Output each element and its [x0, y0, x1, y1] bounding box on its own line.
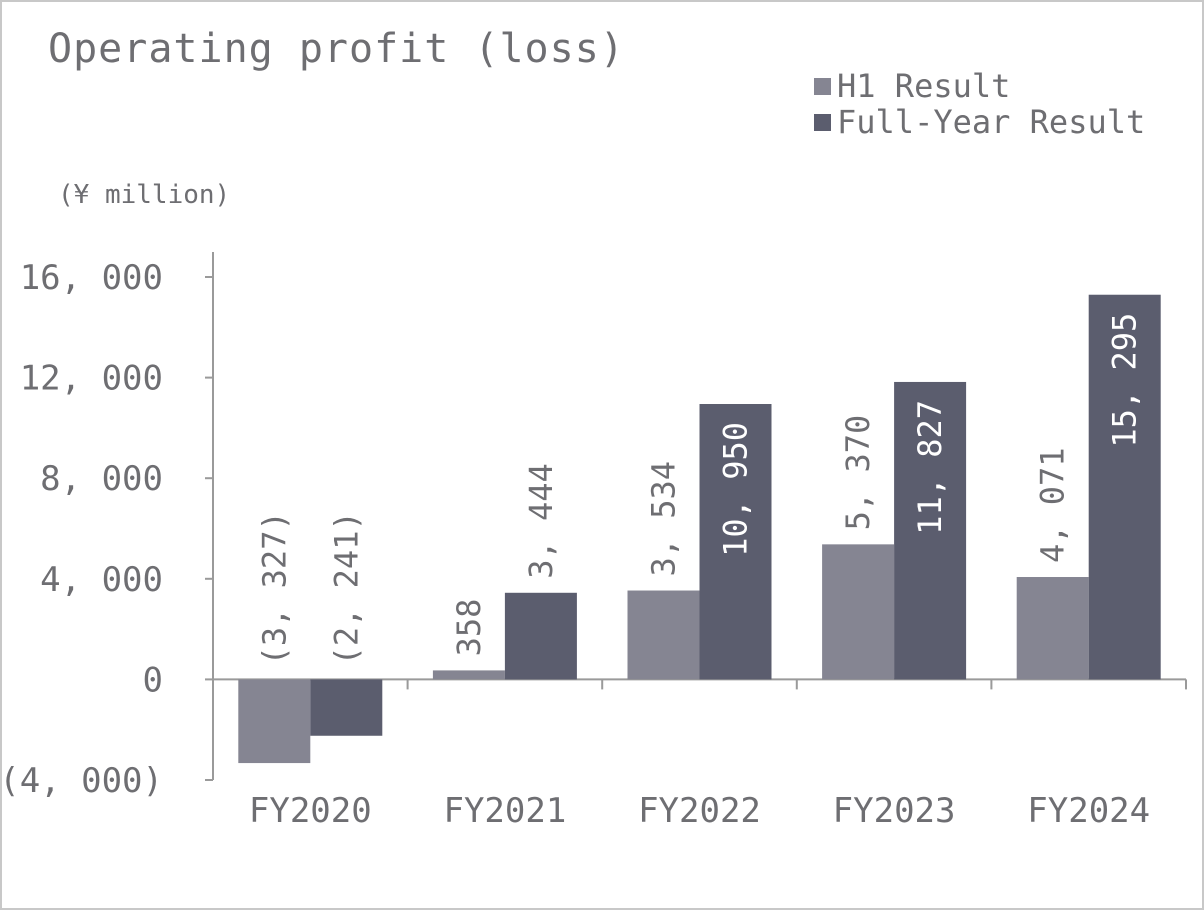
- data-label-h1-fy2021: 358: [450, 599, 488, 657]
- data-label-h1-fy2023: 5, 370: [839, 415, 877, 531]
- legend-item-h1: H1 Result: [814, 68, 1145, 104]
- x-category-label: FY2022: [638, 791, 761, 831]
- bar-full-year-fy2023: [894, 381, 967, 680]
- data-label-full-year-fy2021: 3, 444: [522, 463, 560, 579]
- y-tick-label: 16, 000: [20, 258, 163, 298]
- bar-full-year-fy2022: [699, 404, 772, 680]
- bar-h1-fy2023: [822, 544, 895, 680]
- legend-item-full-year: Full-Year Result: [814, 104, 1145, 140]
- x-category-label: FY2024: [1027, 791, 1150, 831]
- data-label-full-year-fy2023: 11, 827: [911, 400, 949, 535]
- data-label-full-year-fy2024: 15, 295: [1106, 313, 1144, 448]
- bar-h1-fy2024: [1016, 577, 1089, 680]
- y-tick-label: 0: [143, 660, 163, 700]
- x-category-label: FY2021: [443, 791, 566, 831]
- x-category-label: FY2020: [249, 791, 372, 831]
- y-axis-unit-label: (¥ million): [58, 180, 231, 210]
- legend-swatch-h1: [814, 77, 831, 95]
- data-label-h1-fy2022: 3, 534: [645, 461, 683, 577]
- y-tick-label: 12, 000: [20, 359, 163, 399]
- data-label-full-year-fy2020: (2, 241): [327, 511, 365, 665]
- bar-full-year-fy2021: [504, 592, 577, 680]
- data-label-full-year-fy2022: 10, 950: [717, 422, 755, 557]
- bar-h1-fy2022: [627, 590, 700, 680]
- bar-full-year-fy2020: [310, 679, 383, 736]
- legend-label-full-year: Full-Year Result: [837, 103, 1146, 141]
- y-tick-label: 8, 000: [40, 459, 163, 499]
- bar-h1-fy2021: [432, 670, 505, 680]
- legend-label-h1: H1 Result: [837, 67, 1011, 105]
- y-tick-label: (4, 000): [0, 761, 163, 801]
- legend-swatch-full-year: [814, 113, 831, 131]
- data-label-h1-fy2020: (3, 327): [255, 511, 293, 665]
- bar-h1-fy2020: [238, 679, 311, 764]
- legend: H1 Result Full-Year Result: [814, 68, 1145, 140]
- x-category-label: FY2023: [833, 791, 956, 831]
- bar-full-year-fy2024: [1088, 294, 1161, 680]
- y-tick-label: 4, 000: [40, 560, 163, 600]
- data-label-h1-fy2024: 4, 071: [1034, 447, 1072, 563]
- chart-title: Operating profit (loss): [48, 26, 625, 72]
